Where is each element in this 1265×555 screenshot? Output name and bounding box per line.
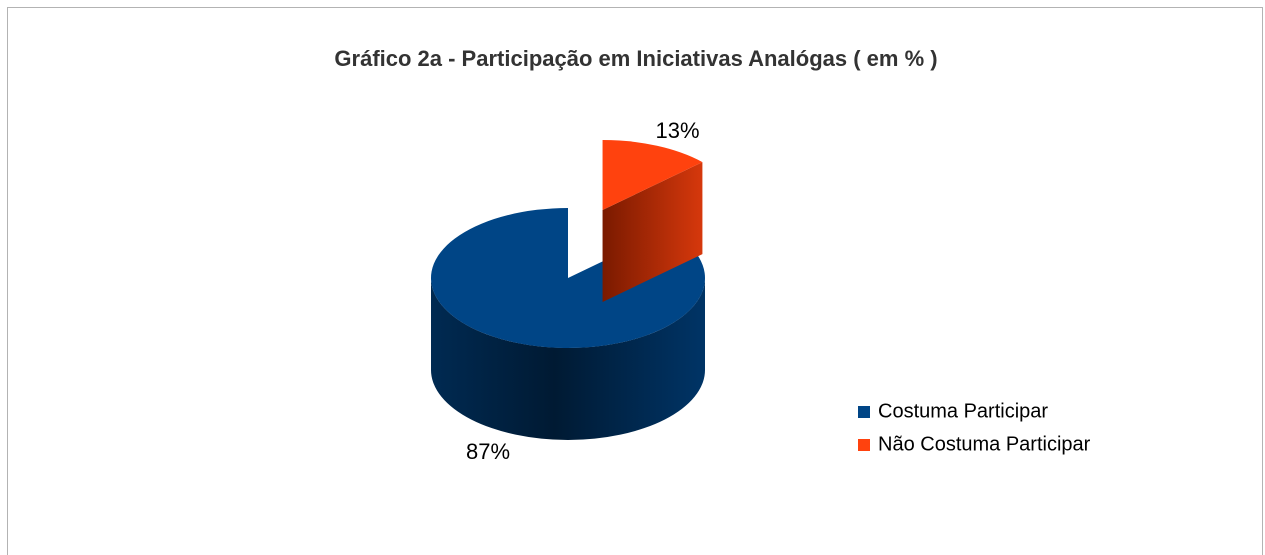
legend-label: Não Costuma Participar: [878, 433, 1091, 455]
data-label: 13%: [656, 118, 700, 143]
legend-swatch: [858, 439, 870, 451]
chart-border: [7, 7, 1263, 555]
legend-swatch: [858, 406, 870, 418]
slice-face: [602, 162, 703, 302]
data-label: 87%: [466, 439, 510, 464]
slice: [431, 208, 705, 349]
legend-label: Costuma Participar: [878, 400, 1048, 422]
chart-title: Gráfico 2a - Participação em Iniciativas…: [334, 46, 937, 71]
slice: [602, 140, 703, 210]
slice-side: [431, 278, 705, 440]
